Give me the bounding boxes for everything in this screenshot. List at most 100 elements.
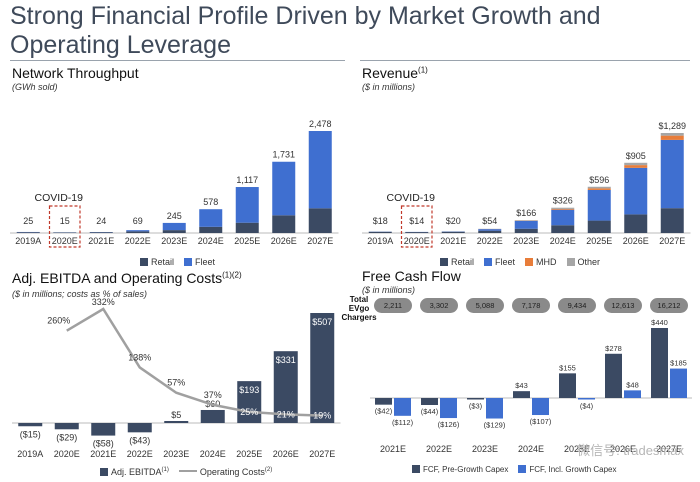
total-label-2021E: 24 bbox=[96, 216, 106, 226]
bar-other-2023E bbox=[514, 220, 538, 221]
ebitda-bar-2019A bbox=[18, 423, 43, 427]
legend-rev-mhd: MHD bbox=[525, 257, 557, 267]
ebitda-bar-2023E bbox=[164, 421, 189, 423]
tick-2021E: 2021E bbox=[440, 236, 466, 246]
title-divider-left bbox=[10, 60, 345, 61]
tick-2026E: 2026E bbox=[623, 236, 649, 246]
ebitda-title: Adj. EBITDA and Operating Costs(1)(2) bbox=[12, 270, 242, 286]
chargers-pill-2025E: 9,434 bbox=[558, 298, 596, 313]
ebitda-title-note: (1)(2) bbox=[222, 270, 242, 280]
revenue-title-text: Revenue bbox=[362, 65, 419, 81]
fcf-label-pre-2023E: ($3) bbox=[469, 402, 483, 411]
fcf-tick-2023E: 2023E bbox=[472, 444, 498, 454]
tick-2025E: 2025E bbox=[234, 236, 260, 246]
total-label-2027E: $1,289 bbox=[658, 121, 686, 131]
fcf-bar-incl-2022E bbox=[440, 398, 457, 419]
fcf-bar-pre-2024E bbox=[513, 391, 530, 398]
fcf-label-incl-2025E: ($4) bbox=[580, 402, 594, 411]
legend-fcf-incl: FCF, Incl. Growth Capex bbox=[518, 465, 617, 474]
bar-mhd-2025E bbox=[587, 188, 611, 190]
total-label-2019A: $18 bbox=[373, 216, 388, 226]
fcf-bar-pre-2022E bbox=[421, 398, 438, 405]
fcf-bar-pre-2023E bbox=[467, 398, 484, 400]
tick-2020E: 2020E bbox=[52, 236, 78, 246]
legend-retail: Retail bbox=[140, 257, 174, 267]
tick-2021E: 2021E bbox=[88, 236, 114, 246]
bar-other-2026E bbox=[624, 162, 648, 166]
ebitda-bar-2025E bbox=[237, 381, 262, 423]
total-label-2020E: $14 bbox=[409, 216, 424, 226]
covid-highlight-box bbox=[400, 205, 433, 248]
bar-fleet-2027E bbox=[308, 131, 332, 209]
revenue-legend: Retail Fleet MHD Other bbox=[440, 257, 600, 267]
legend-fleet-label: Fleet bbox=[195, 257, 216, 267]
fcf-label-incl-2027E: $185 bbox=[670, 359, 687, 368]
bar-fleet-2023E bbox=[162, 222, 186, 231]
chargers-pill-2027E: 16,212 bbox=[650, 298, 688, 313]
bar-retail-2019A bbox=[368, 231, 392, 233]
fcf-bar-pre-2027E bbox=[651, 328, 668, 398]
opcost-label-2026E: 21% bbox=[277, 409, 295, 419]
total-label-2025E: 1,117 bbox=[236, 175, 258, 185]
bar-retail-2027E bbox=[660, 208, 684, 233]
total-label-2024E: 578 bbox=[203, 197, 218, 207]
opcost-label-2027E: 19% bbox=[313, 411, 331, 421]
legend-rev-retail-label: Retail bbox=[451, 257, 475, 267]
covid-label: COVID-19 bbox=[387, 192, 436, 204]
chargers-pill-2024E: 7,178 bbox=[512, 298, 550, 313]
bar-fleet-2025E bbox=[235, 187, 259, 223]
network-legend: Retail Fleet bbox=[140, 257, 215, 267]
ebitda-bar-2020E bbox=[54, 423, 79, 430]
chargers-pill-2022E: 3,302 bbox=[420, 298, 458, 313]
legend-ebitda-line: Operating Costs(2) bbox=[178, 467, 272, 477]
fcf-bar-pre-2021E bbox=[375, 398, 392, 405]
bar-fleet-2027E bbox=[660, 139, 684, 209]
bar-retail-2025E bbox=[235, 222, 259, 233]
revenue-subtitle: ($ in millions) bbox=[362, 82, 416, 92]
watermark: 微信号: tradesmax bbox=[577, 443, 684, 458]
bar-fleet-2023E bbox=[514, 220, 538, 229]
tick-2022E: 2022E bbox=[125, 236, 151, 246]
fcf-tick-2026E: 2026E bbox=[610, 444, 636, 454]
legend-fcf-incl-label: FCF, Incl. Growth Capex bbox=[529, 465, 617, 474]
revenue-title: Revenue(1) bbox=[362, 65, 428, 81]
legend-fcf-pre-label: FCF, Pre-Growth Capex bbox=[423, 465, 509, 474]
ebitda-bar-2024E bbox=[200, 409, 225, 423]
fcf-label-pre-2025E: $155 bbox=[559, 363, 576, 372]
legend-rev-other: Other bbox=[566, 257, 600, 267]
ebitda-title-text: Adj. EBITDA and Operating Costs bbox=[12, 270, 223, 286]
opcost-label-2025E: 25% bbox=[240, 407, 258, 417]
total-label-2026E: 1,731 bbox=[272, 150, 295, 160]
fcf-tick-2027E: 2027E bbox=[656, 444, 682, 454]
fcf-label-pre-2021E: ($42) bbox=[375, 407, 393, 416]
legend-rev-mhd-label: MHD bbox=[536, 257, 557, 267]
ebitda-label-2022E: ($43) bbox=[129, 435, 150, 445]
legend-ebitda-bar-note: (1) bbox=[161, 467, 169, 473]
tick-2023E: 2023E bbox=[161, 236, 187, 246]
bar-fleet-2026E bbox=[624, 167, 648, 215]
bar-mhd-2026E bbox=[624, 165, 648, 168]
title-divider-right bbox=[360, 60, 690, 61]
fcf-label-incl-2023E: ($129) bbox=[484, 421, 506, 430]
ebitda-label-2019A: ($15) bbox=[20, 429, 41, 439]
slide-title: Strong Financial Profile Driven by Marke… bbox=[10, 2, 601, 59]
fcf-bar-incl-2025E bbox=[578, 398, 595, 400]
ebitda-bar-2021E bbox=[91, 423, 116, 436]
chargers-pill-2023E: 5,088 bbox=[466, 298, 504, 313]
bar-fleet-2022E bbox=[126, 230, 150, 232]
fcf-subtitle: ($ in millions) bbox=[362, 285, 416, 295]
bar-mhd-2027E bbox=[660, 135, 684, 140]
tick-2024E: 2024E bbox=[198, 236, 224, 246]
fcf-label-incl-2026E: $48 bbox=[626, 380, 639, 389]
total-label-2024E: $326 bbox=[553, 196, 573, 206]
bar-retail-2027E bbox=[308, 208, 332, 233]
bar-fleet-2025E bbox=[587, 189, 611, 221]
ebitda-label-2026E: $331 bbox=[276, 355, 296, 365]
total-label-2023E: $166 bbox=[516, 208, 536, 218]
tick-2027E: 2027E bbox=[307, 236, 333, 246]
fcf-bar-incl-2021E bbox=[394, 398, 411, 416]
legend-rev-fleet-label: Fleet bbox=[495, 257, 516, 267]
fcf-tick-2021E: 2021E bbox=[380, 444, 406, 454]
